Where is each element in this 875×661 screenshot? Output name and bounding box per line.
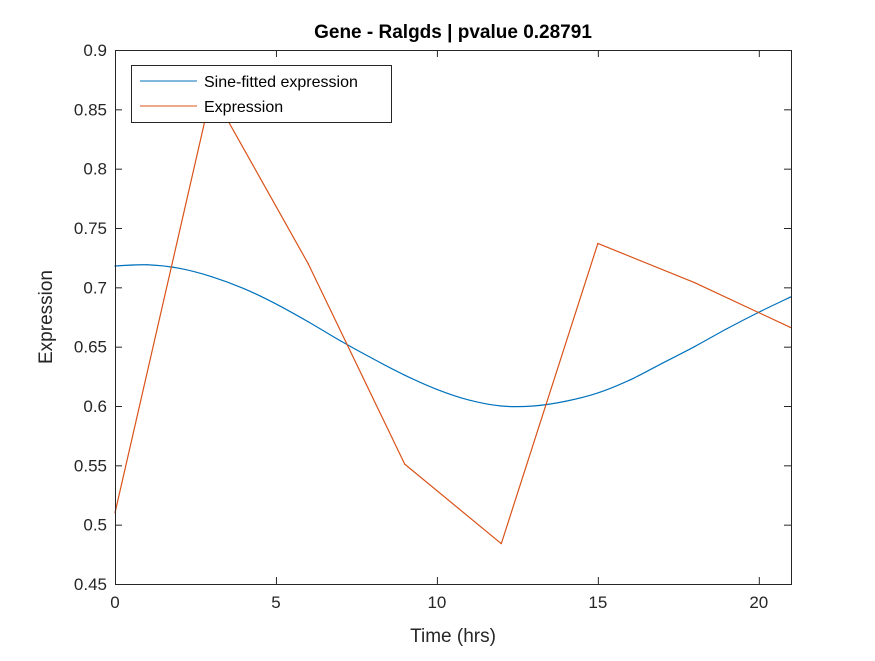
x-tick-label: 0: [110, 593, 119, 612]
data-point-sine-fitted-expression: [661, 362, 663, 364]
y-axis-label: Expression: [36, 270, 57, 364]
data-point-sine-fitted-expression: [693, 346, 696, 348]
y-tick-label: 0.6: [83, 397, 107, 416]
data-point-sine-fitted-expression: [210, 276, 213, 278]
y-tick-label: 0.45: [74, 575, 107, 594]
data-point-expression: [307, 263, 309, 265]
data-point-expression: [693, 281, 696, 284]
x-tick-label: 5: [271, 593, 280, 612]
x-tick-label: 20: [749, 593, 768, 612]
plot-area: [115, 50, 791, 584]
axes-box: [115, 50, 792, 585]
legend-label-sine-fitted-expression: Sine-fitted expression: [204, 74, 358, 91]
data-point-sine-fitted-expression: [468, 399, 470, 401]
data-point-expression: [597, 242, 599, 245]
data-point-sine-fitted-expression: [178, 267, 180, 269]
y-tick-label: 0.5: [83, 516, 107, 535]
data-point-sine-fitted-expression: [436, 388, 438, 390]
data-point-sine-fitted-expression: [500, 405, 502, 407]
legend-box: [131, 65, 392, 123]
ticks-layer: 0 5 10 15 20 0.45 0.5 0.55 0.6 0.65 0.7 0.75 0.8 0.85…: [74, 41, 791, 612]
data-point-sine-fitted-expression: [339, 340, 341, 342]
data-point-sine-fitted-expression: [307, 321, 309, 323]
data-point-sine-fitted-expression: [565, 400, 567, 402]
y-tick-label: 0.85: [74, 100, 107, 119]
y-tick-label: 0.75: [74, 219, 107, 238]
data-point-sine-fitted-expression: [726, 328, 728, 330]
data-point-sine-fitted-expression: [532, 405, 535, 407]
data-point-sine-fitted-expression: [146, 264, 148, 266]
chart-title: Gene - Ralgds | pvalue 0.28791: [314, 22, 592, 43]
series-line-sine-fitted-expression: [114, 264, 792, 408]
legend: Sine-fitted expression Expression: [131, 65, 392, 123]
data-point-sine-fitted-expression: [243, 287, 245, 290]
data-point-expression: [500, 543, 502, 545]
data-point-sine-fitted-expression: [275, 303, 277, 305]
data-point-sine-fitted-expression: [404, 374, 406, 376]
x-tick-label: 10: [427, 593, 446, 612]
data-point-sine-fitted-expression: [597, 392, 599, 394]
x-tick-label: 15: [588, 593, 607, 612]
x-axis-label: Time (hrs): [410, 626, 496, 647]
y-tick-label: 0.55: [74, 456, 107, 475]
y-tick-label: 0.65: [74, 338, 107, 357]
legend-label-expression: Expression: [204, 99, 283, 116]
data-point-sine-fitted-expression: [371, 357, 374, 360]
data-point-sine-fitted-expression: [629, 379, 631, 381]
data-point-expression: [404, 463, 406, 465]
y-tick-label: 0.9: [83, 41, 107, 60]
y-tick-label: 0.8: [83, 160, 107, 179]
y-tick-label: 0.7: [83, 278, 107, 297]
